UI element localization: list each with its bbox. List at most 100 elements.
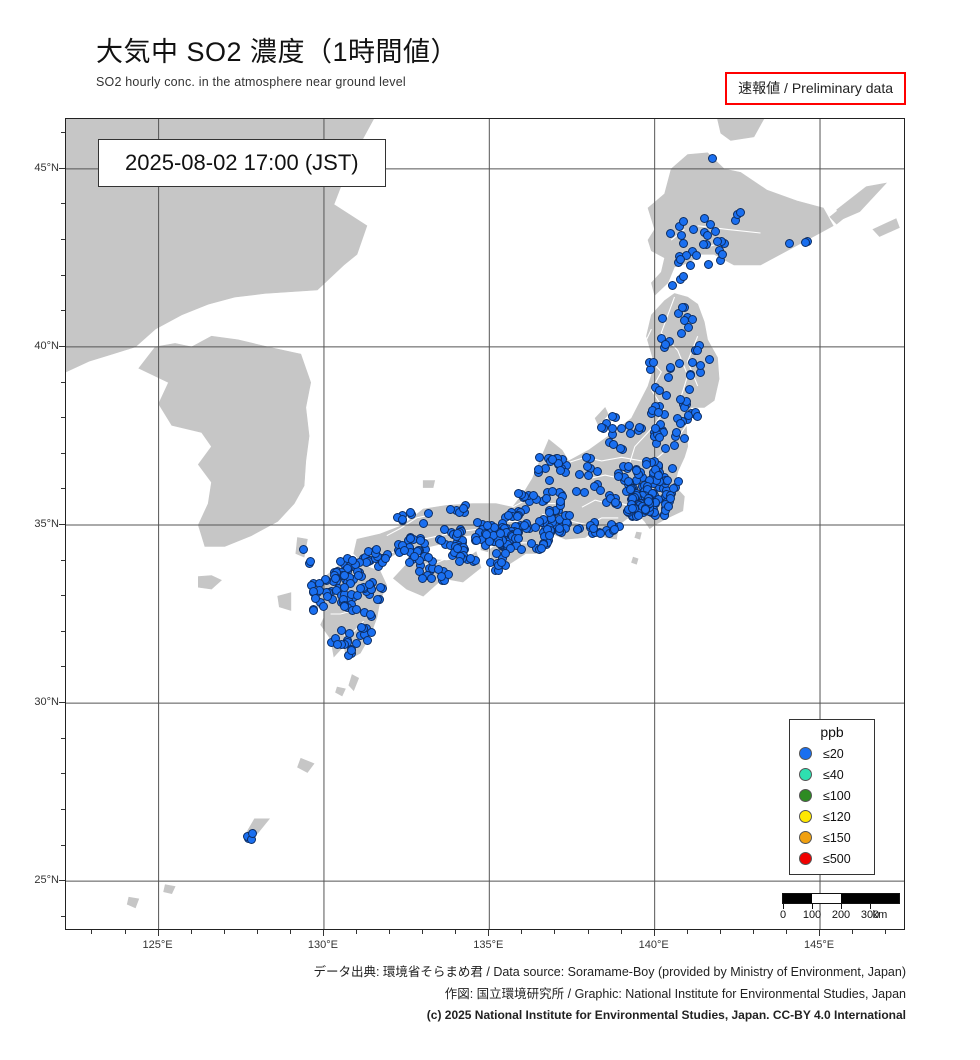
lon-tick-label-145: 145°E	[803, 939, 835, 951]
station-marker	[711, 227, 721, 237]
station-marker	[424, 552, 434, 562]
station-marker	[529, 491, 539, 501]
station-marker	[424, 509, 434, 519]
station-marker	[466, 553, 476, 563]
station-marker	[685, 371, 695, 381]
station-marker	[548, 455, 558, 465]
lon-minor-tick-138	[587, 930, 589, 934]
lon-major-tick-140	[653, 930, 655, 936]
lon-tick-label-140: 140°E	[638, 939, 669, 951]
station-marker	[406, 507, 416, 517]
station-marker	[668, 464, 678, 474]
station-marker	[495, 539, 505, 549]
lon-minor-tick-129	[289, 930, 291, 934]
lat-major-tick-45	[59, 167, 65, 169]
station-marker	[506, 543, 516, 553]
station-marker	[513, 533, 523, 543]
station-marker	[503, 511, 513, 521]
lat-minor-tick-41	[61, 310, 65, 312]
station-marker	[583, 471, 593, 481]
land-jeju	[198, 575, 222, 590]
lat-tick-label-45: 45°N	[34, 161, 59, 174]
station-marker	[677, 303, 687, 313]
lat-minor-tick-46	[61, 132, 65, 134]
station-marker	[784, 238, 794, 248]
legend-swatch-icon	[799, 831, 812, 844]
lat-tick-label-25: 25°N	[34, 874, 59, 887]
station-marker	[332, 640, 342, 650]
station-marker	[657, 313, 667, 323]
station-marker	[592, 467, 602, 477]
station-marker	[572, 487, 582, 497]
scale-bar-tick-label-1: 100	[802, 909, 822, 921]
station-marker	[471, 535, 481, 545]
legend-label: ≤100	[823, 788, 851, 803]
station-marker	[663, 502, 673, 512]
land-sakhalin	[717, 119, 765, 141]
station-marker	[415, 535, 425, 545]
station-marker	[588, 524, 598, 534]
lon-minor-tick-131	[356, 930, 358, 934]
station-marker	[513, 512, 523, 522]
lon-tick-label-125: 125°E	[142, 939, 173, 951]
lat-minor-tick-29	[61, 737, 65, 739]
page-subtitle: SO2 hourly conc. in the atmosphere near …	[96, 74, 406, 89]
station-marker	[707, 154, 717, 164]
station-marker	[537, 544, 547, 554]
station-marker	[513, 488, 523, 498]
station-marker	[331, 573, 341, 583]
scale-bar-segment-0	[783, 894, 812, 903]
station-marker	[669, 440, 679, 450]
station-marker	[666, 228, 676, 238]
station-marker	[596, 485, 606, 495]
lon-minor-tick-141	[686, 930, 688, 934]
station-marker	[364, 579, 374, 589]
station-marker	[548, 486, 558, 496]
scale-bar-segments	[782, 893, 900, 904]
station-marker	[693, 346, 703, 355]
lat-minor-tick-38	[61, 417, 65, 419]
scale-bar-segment-3	[870, 894, 899, 903]
station-marker	[675, 255, 685, 265]
lat-minor-tick-28	[61, 773, 65, 775]
lat-minor-tick-24	[61, 915, 65, 917]
legend-row-3: ≤120	[790, 806, 874, 827]
legend-label: ≤40	[823, 767, 844, 782]
lat-minor-tick-34	[61, 559, 65, 561]
station-marker	[501, 548, 511, 558]
station-marker	[527, 539, 537, 549]
scale-bar-unit: km	[872, 909, 888, 921]
station-marker	[491, 549, 501, 559]
station-marker	[575, 469, 585, 479]
land-miyako	[163, 884, 176, 894]
station-marker	[635, 423, 645, 433]
legend-label: ≤120	[823, 809, 851, 824]
station-marker	[608, 423, 618, 433]
legend-row-2: ≤100	[790, 785, 874, 806]
station-marker	[689, 224, 699, 234]
station-marker	[544, 508, 554, 518]
lat-minor-tick-44	[61, 203, 65, 205]
station-marker	[319, 601, 329, 611]
station-marker	[662, 476, 672, 486]
station-marker	[556, 466, 566, 476]
station-marker	[398, 514, 408, 524]
station-marker	[437, 571, 447, 581]
land-tanegashima	[348, 674, 360, 692]
station-marker	[673, 476, 683, 486]
station-marker	[436, 535, 446, 545]
station-marker	[654, 407, 664, 417]
land-kuril2	[872, 218, 900, 237]
station-marker	[404, 558, 414, 568]
lon-tick-label-135: 135°E	[473, 939, 504, 951]
station-marker	[533, 464, 543, 474]
lon-minor-tick-132	[389, 930, 391, 934]
lat-minor-tick-39	[61, 381, 65, 383]
station-marker	[345, 629, 355, 639]
station-marker	[582, 452, 592, 462]
lon-minor-tick-142	[719, 930, 721, 934]
lat-major-tick-25	[59, 880, 65, 882]
legend-row-5: ≤500	[790, 848, 874, 869]
station-marker	[531, 522, 541, 532]
legend-swatch-icon	[799, 852, 812, 865]
